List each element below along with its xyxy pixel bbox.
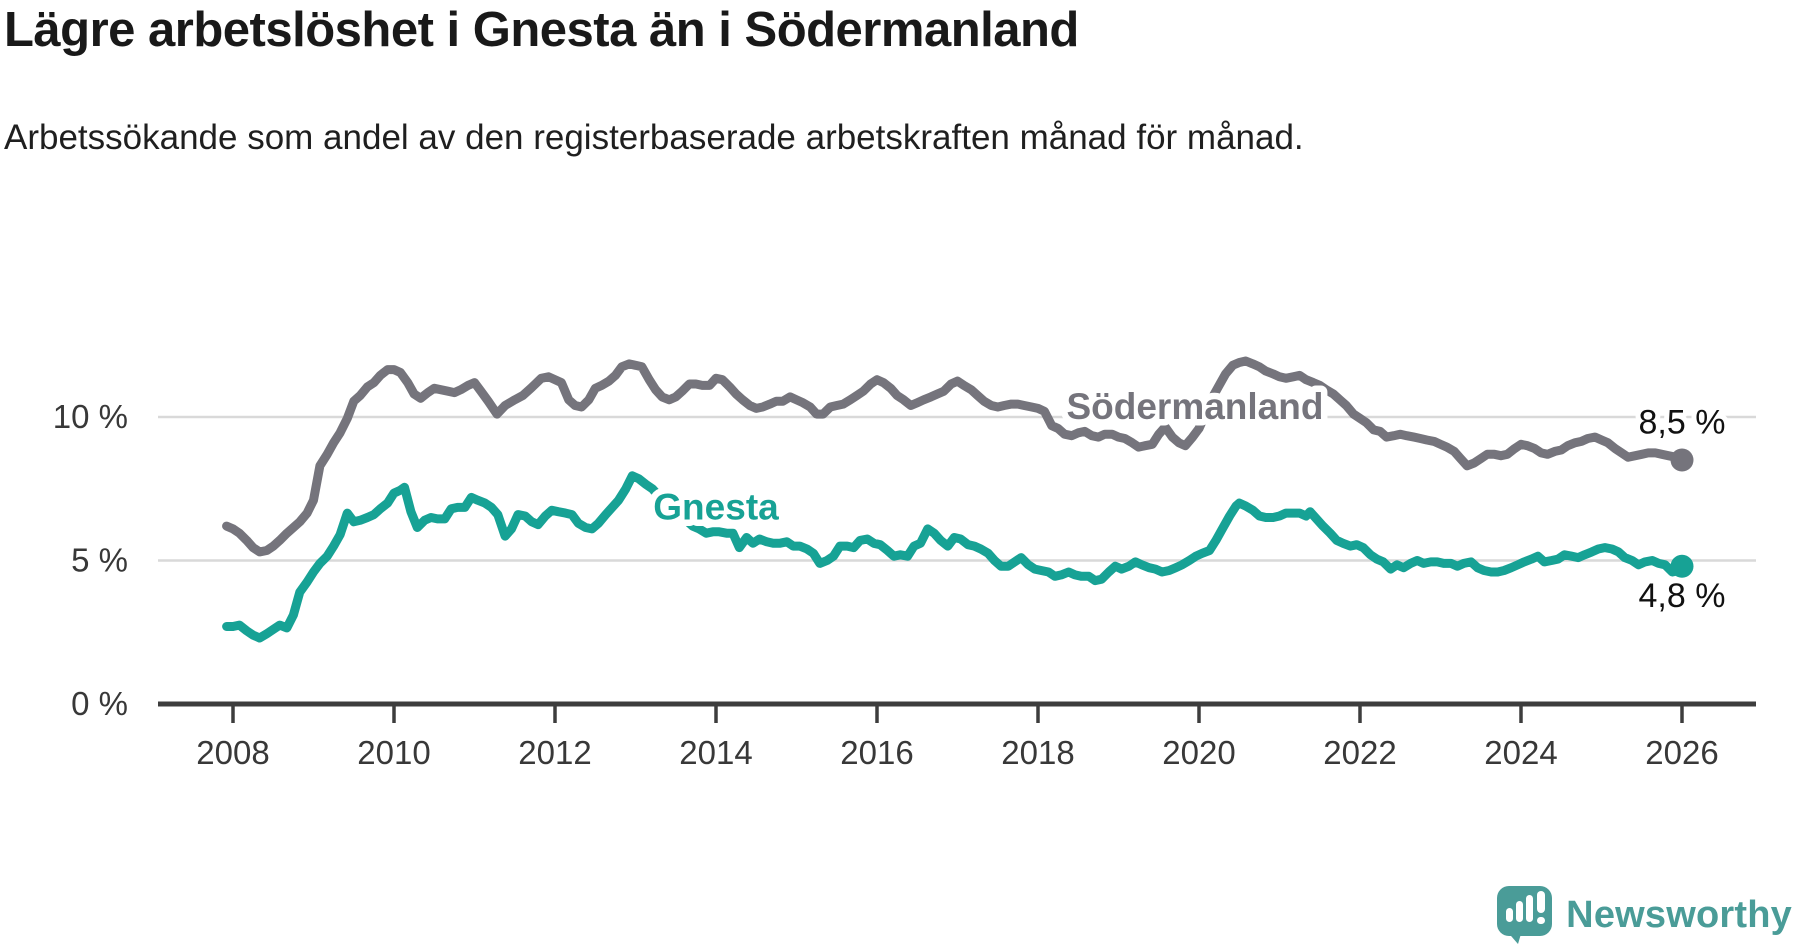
x-tick-label-2012: 2012: [518, 734, 591, 771]
newsworthy-logo-icon: [1497, 886, 1553, 944]
series-end-dot-södermanland: [1670, 448, 1694, 472]
x-tick-label-2022: 2022: [1323, 734, 1396, 771]
x-tick-label-2010: 2010: [357, 734, 430, 771]
newsworthy-branding: Newsworthy: [1496, 885, 1792, 945]
page-title: Lägre arbetslöshet i Gnesta än i Söderma…: [4, 3, 1079, 57]
series-line-södermanland: [222, 356, 1687, 557]
y-tick-label-5: 5 %: [71, 542, 128, 579]
series-label-södermanland: Södermanland: [1066, 386, 1323, 427]
chart-subtitle: Arbetssökande som andel av den registerb…: [4, 118, 1304, 157]
newsworthy-logo-text: Newsworthy: [1566, 893, 1792, 936]
x-tick-label-2026: 2026: [1645, 734, 1718, 771]
x-tick-label-2008: 2008: [196, 734, 269, 771]
x-tick-label-2018: 2018: [1001, 734, 1074, 771]
end-value-label-södermanland: 8,5 %: [1639, 403, 1726, 441]
x-tick-label-2016: 2016: [840, 734, 913, 771]
y-tick-label-0: 0 %: [71, 685, 128, 722]
series-line-gnesta: [222, 471, 1687, 643]
end-value-label-gnesta: 4,8 %: [1639, 577, 1726, 615]
y-tick-label-10: 10 %: [53, 398, 128, 435]
series-end-dot-gnesta: [1670, 554, 1694, 578]
x-tick-label-2020: 2020: [1162, 734, 1235, 771]
x-tick-label-2014: 2014: [679, 734, 752, 771]
x-tick-label-2024: 2024: [1484, 734, 1557, 771]
series-label-gnesta: Gnesta: [653, 486, 779, 527]
